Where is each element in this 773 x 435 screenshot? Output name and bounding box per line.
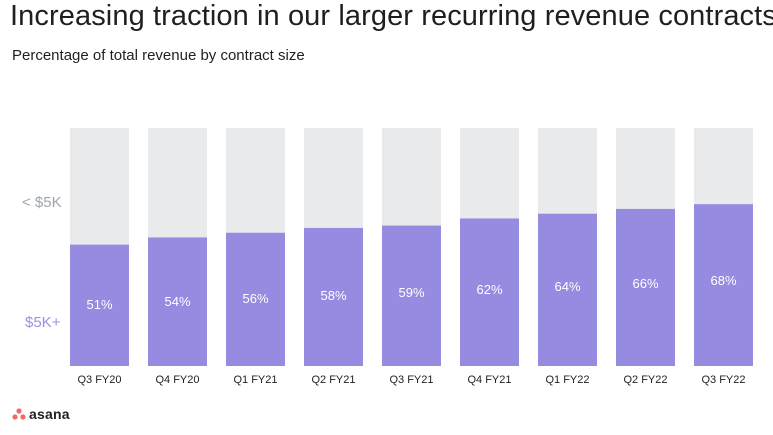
bar-5k-plus: [382, 225, 441, 366]
legend-label-5k-plus: $5K+: [25, 314, 61, 331]
bar-under-5k: [70, 128, 129, 245]
x-tick-label: Q3 FY20: [77, 374, 121, 386]
bar-under-5k: [538, 128, 597, 214]
data-label: 62%: [476, 282, 502, 297]
bar-5k-plus: [460, 218, 519, 366]
asana-logo-icon: [12, 408, 26, 420]
bar-5k-plus: [70, 244, 129, 366]
x-tick-label: Q2 FY21: [311, 374, 355, 386]
asana-logo-text: asana: [29, 406, 70, 422]
x-tick-label: Q3 FY22: [701, 374, 745, 386]
bar-under-5k: [694, 128, 753, 205]
chart-subtitle: Percentage of total revenue by contract …: [12, 47, 305, 64]
data-label: 64%: [554, 279, 580, 294]
bar-under-5k: [148, 128, 207, 238]
x-tick-label: Q1 FY22: [545, 374, 589, 386]
bar-5k-plus: [304, 227, 363, 366]
bar-under-5k: [304, 128, 363, 228]
bar-under-5k: [460, 128, 519, 219]
bar-5k-plus: [616, 208, 675, 366]
x-tick-label: Q3 FY21: [389, 374, 433, 386]
x-tick-label: Q4 FY20: [155, 374, 199, 386]
bar-5k-plus: [148, 237, 207, 366]
legend-label-under-5k: < $5K: [22, 194, 62, 211]
data-label: 68%: [710, 273, 736, 288]
asana-logo: asana: [12, 406, 70, 422]
x-tick-label: Q2 FY22: [623, 374, 667, 386]
bar-under-5k: [616, 128, 675, 209]
bar-under-5k: [226, 128, 285, 233]
data-label: 54%: [164, 294, 190, 309]
data-label: 59%: [398, 285, 424, 300]
data-label: 51%: [86, 297, 112, 312]
data-label: 56%: [242, 291, 268, 306]
bar-5k-plus: [538, 213, 597, 366]
x-tick-label: Q1 FY21: [233, 374, 277, 386]
data-label: 58%: [320, 288, 346, 303]
chart-title: Increasing traction in our larger recurr…: [10, 0, 773, 32]
bar-under-5k: [382, 128, 441, 226]
x-tick-label: Q4 FY21: [467, 374, 511, 386]
bar-5k-plus: [226, 232, 285, 366]
data-label: 66%: [632, 276, 658, 291]
bar-5k-plus: [694, 204, 753, 366]
